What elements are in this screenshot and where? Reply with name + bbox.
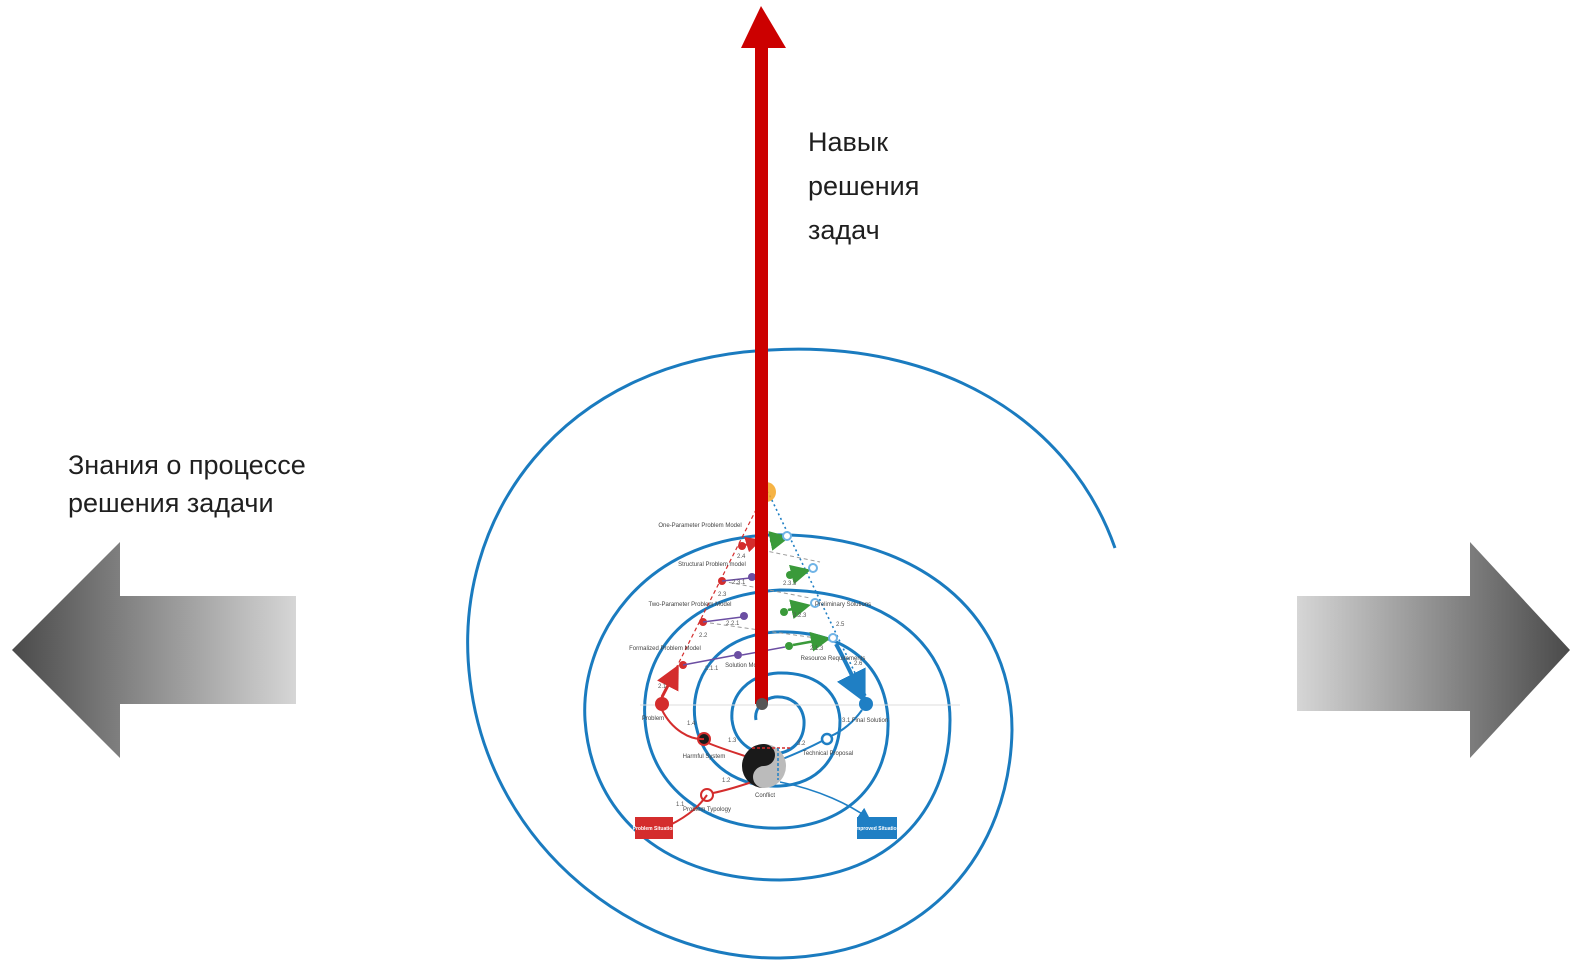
knowledge-label-line-2: решения задачи [68, 488, 274, 518]
step-2-2-1: 2.2.1 [726, 621, 740, 627]
step-1-4: 1.4 [687, 721, 696, 727]
formalized-label: Formalized Problem Model [629, 646, 701, 652]
structural-label: Structural Problem model [678, 562, 746, 568]
problem-typology-label: Problem Typology [683, 807, 731, 813]
right-arrow-shape [1297, 542, 1570, 758]
step-3-2: 3.2 [797, 741, 806, 747]
step-1-1: 1.1 [676, 802, 685, 808]
skill-axis-shaft [755, 46, 768, 704]
skill-axis-head [741, 6, 786, 48]
axis-base-dot [756, 698, 768, 710]
final-solution-label: Final Solution [852, 718, 888, 724]
problem-icon [655, 697, 669, 711]
step-2-3-1: 2.3.1 [732, 580, 746, 586]
solution-flows [779, 643, 871, 820]
step-1-2: 1.2 [722, 778, 731, 784]
skill-label-line-1: Навык [808, 127, 889, 157]
left-arrow-shape [12, 542, 296, 758]
inner-spiral-1 [583, 533, 1014, 882]
step-2-1: 2.1 [658, 684, 667, 690]
skill-axis-label: Навык решения задач [808, 120, 968, 252]
problem-situation-text: Problem Situation [633, 826, 676, 832]
problem-label: Problem [642, 716, 664, 722]
step-2-2: 2.2 [699, 633, 708, 639]
knowledge-axis-label: Знания о процессе решения задачи [68, 446, 368, 522]
step-2-1-1: 2.1.1 [705, 666, 719, 672]
conflict-yinyang-icon [742, 744, 790, 788]
solution-nodes [782, 531, 873, 746]
step-2-3-3: 2.3.3 [783, 581, 797, 587]
final-solution-star-icon [859, 697, 873, 711]
step-2-2-3: 2.2.3 [793, 613, 807, 619]
step-3-1: 3.1 [842, 718, 851, 724]
improved-situation-box [857, 817, 897, 839]
step-2-1-3: 2.1.3 [810, 646, 824, 652]
step-2-6: 2.6 [854, 661, 863, 667]
conflict-label: Conflict [755, 793, 775, 799]
knowledge-label-line-1: Знания о процессе [68, 450, 306, 480]
preliminary-label: Preliminary Solutions [815, 602, 871, 608]
solution-model-label: Solution Model [725, 663, 765, 669]
technical-proposal-label: Technical Proposal [803, 751, 853, 757]
inner-spiral-2 [692, 630, 890, 788]
technical-proposal-icon [820, 732, 834, 746]
step-2-3: 2.3 [718, 592, 727, 598]
outer-spiral [466, 347, 1117, 960]
two-param-label: Two-Parameter Problem Model [648, 602, 731, 608]
step-2-4: 2.4 [737, 554, 746, 560]
one-param-label: One-Parameter Problem Model [658, 523, 741, 529]
harmful-system-label: Harmful System [683, 754, 726, 760]
solution-dashed-line [767, 491, 869, 701]
problem-situation-box [635, 817, 673, 839]
skill-label-line-3: задач [808, 215, 880, 245]
skill-label-line-2: решения [808, 171, 920, 201]
improved-situation-text: Improved Situation [854, 826, 899, 832]
step-1-3: 1.3 [728, 738, 737, 744]
step-2-5: 2.5 [836, 622, 845, 628]
resource-req-label: Resource Requirements [801, 656, 866, 662]
